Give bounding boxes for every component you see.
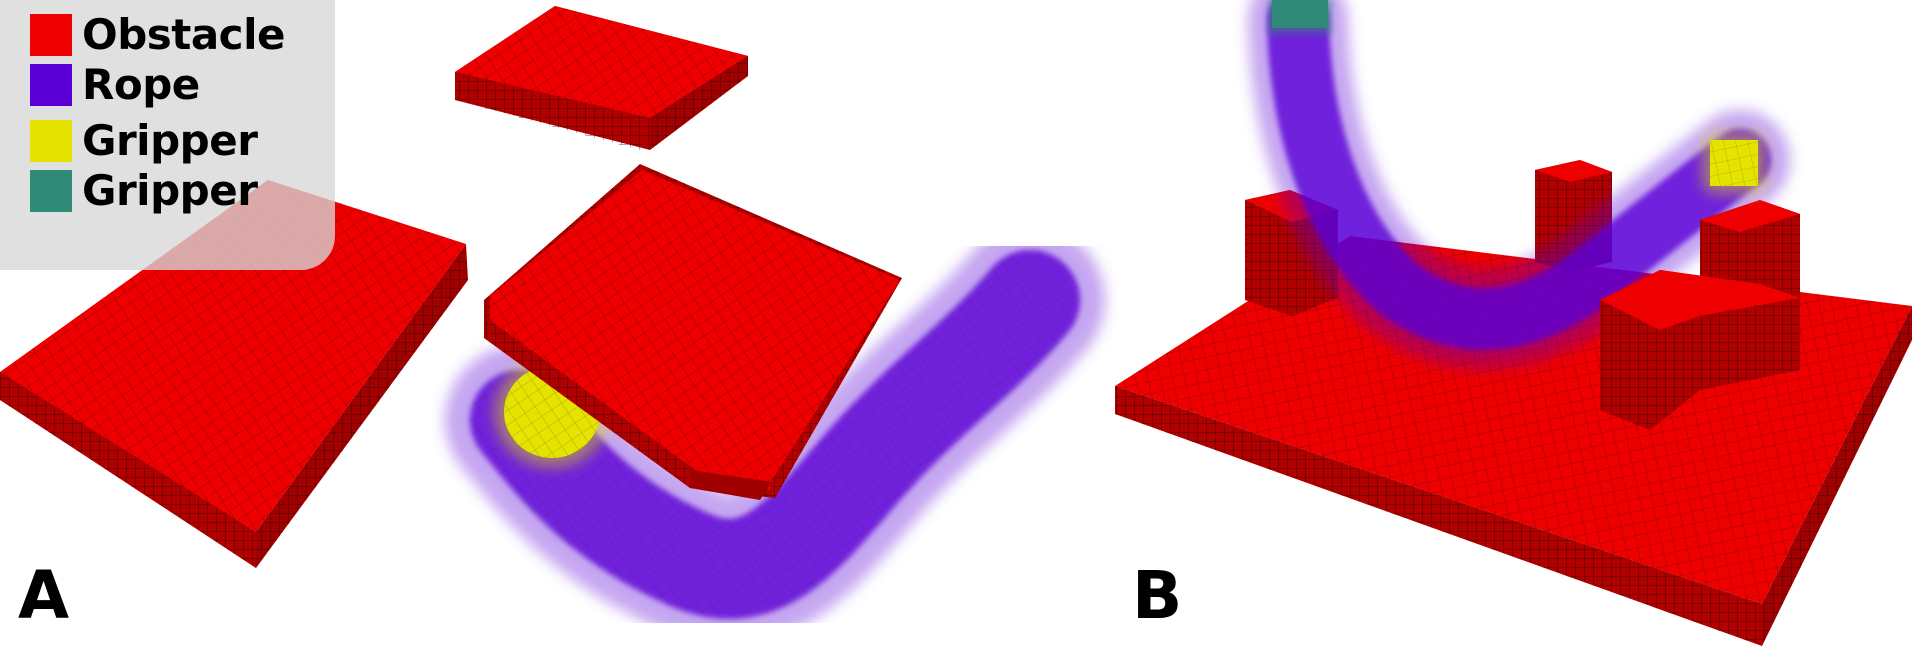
panel-label-b: B (1132, 557, 1182, 634)
legend-item-gripper-yellow: Gripper (30, 116, 258, 165)
legend-label-rope: Rope (82, 60, 200, 109)
legend-item-rope: Rope (30, 62, 200, 108)
panel-label-a: A (18, 557, 69, 634)
legend: Obstacle Rope Gripper Gripper (0, 0, 335, 270)
obstacle-slab-center (484, 164, 902, 500)
legend-label-gripper-teal: Gripper (82, 166, 258, 215)
obstacle-block-front-right (1600, 270, 1800, 430)
gripper-teal-b (1268, 0, 1332, 34)
panel-a-scene: A (0, 6, 1105, 644)
rope-swatch (30, 64, 72, 106)
rope-a (445, 225, 1105, 644)
gripper-teal-swatch (30, 170, 72, 212)
legend-label-obstacle: Obstacle (82, 10, 285, 59)
gripper-yellow-b (1702, 132, 1766, 194)
obstacle-swatch (30, 14, 72, 56)
legend-label-gripper-yellow: Gripper (82, 116, 258, 165)
rope-b (1248, 0, 1790, 369)
panel-b-scene: B (1115, 0, 1912, 646)
legend-item-gripper-teal: Gripper (30, 166, 258, 215)
gripper-yellow-a (494, 356, 610, 468)
obstacle-slab-left (0, 180, 468, 568)
gripper-yellow-swatch (30, 120, 72, 162)
obstacle-slab-top (455, 6, 748, 150)
legend-item-obstacle: Obstacle (30, 12, 285, 58)
